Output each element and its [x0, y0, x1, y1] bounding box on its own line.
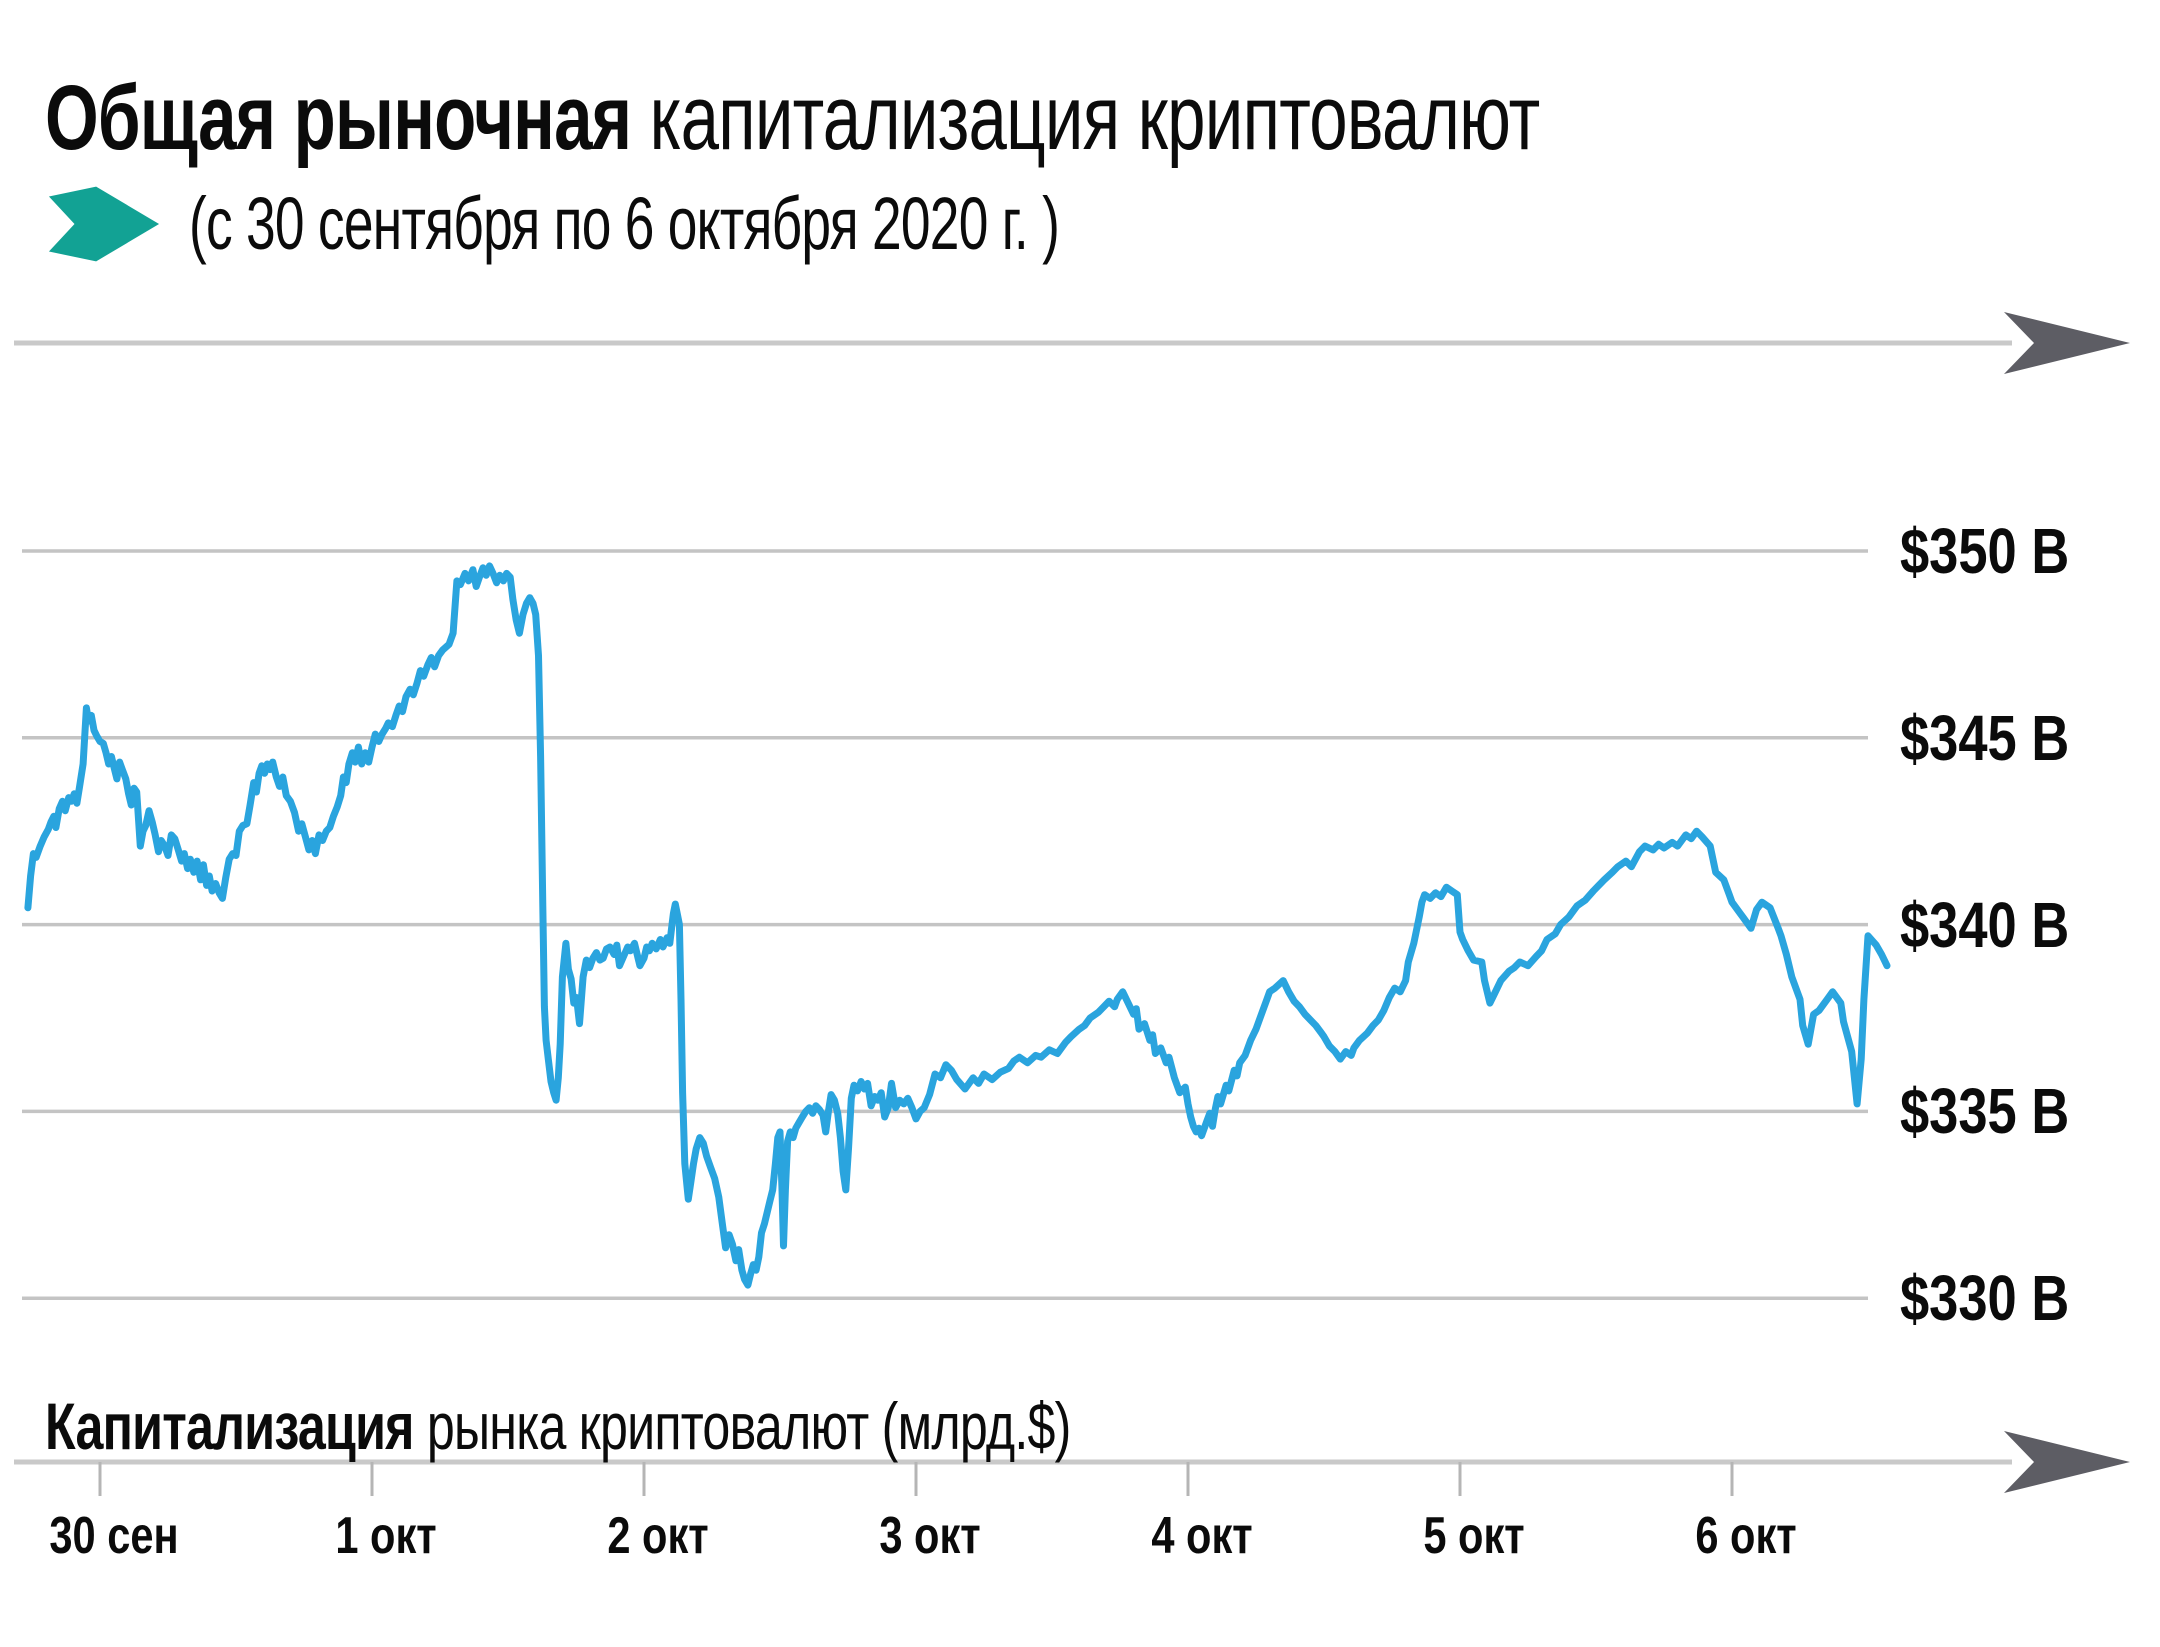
page-title-regular: капитализация криптовалют	[631, 66, 1541, 169]
series-line	[24, 562, 1891, 1289]
x-tick-label-3 окт: 3 окт	[879, 1507, 981, 1565]
teal-right-arrow-icon	[48, 186, 160, 262]
top-axis-arrowhead-icon	[2004, 312, 2130, 374]
y-tick-label-335: $335 B	[1900, 1075, 2070, 1148]
page-title-bold: Общая рыночная	[45, 66, 632, 169]
x-tick-label-30 сен: 30 сен	[49, 1507, 179, 1565]
y-tick-label-330: $330 B	[1900, 1262, 2070, 1335]
y-tick-label-345: $345 B	[1900, 701, 2070, 774]
subtitle: (с 30 сентября по 6 октября 2020 г. )	[189, 182, 1060, 265]
x-tick-label-1 окт: 1 окт	[335, 1507, 437, 1565]
page-title: Общая рыночная капитализация криптовалют	[45, 66, 1541, 169]
x-axis-title: Капитализация рынка криптовалют (млрд.$)	[45, 1393, 1071, 1459]
subtitle-row: (с 30 сентября по 6 октября 2020 г. )	[45, 178, 1397, 270]
x-tick-label-6 окт: 6 окт	[1695, 1507, 1797, 1565]
x-axis-title-bold: Капитализация	[45, 1389, 414, 1463]
x-tick-label-4 окт: 4 окт	[1151, 1507, 1253, 1565]
y-tick-label-340: $340 B	[1900, 888, 2070, 961]
bottom-axis-arrowhead-icon	[2004, 1431, 2130, 1493]
x-tick-label-2 окт: 2 окт	[607, 1507, 709, 1565]
y-tick-label-350: $350 B	[1900, 515, 2070, 587]
x-axis-title-regular: рынка криптовалют (млрд.$)	[413, 1389, 1072, 1463]
x-tick-label-5 окт: 5 окт	[1423, 1507, 1525, 1565]
